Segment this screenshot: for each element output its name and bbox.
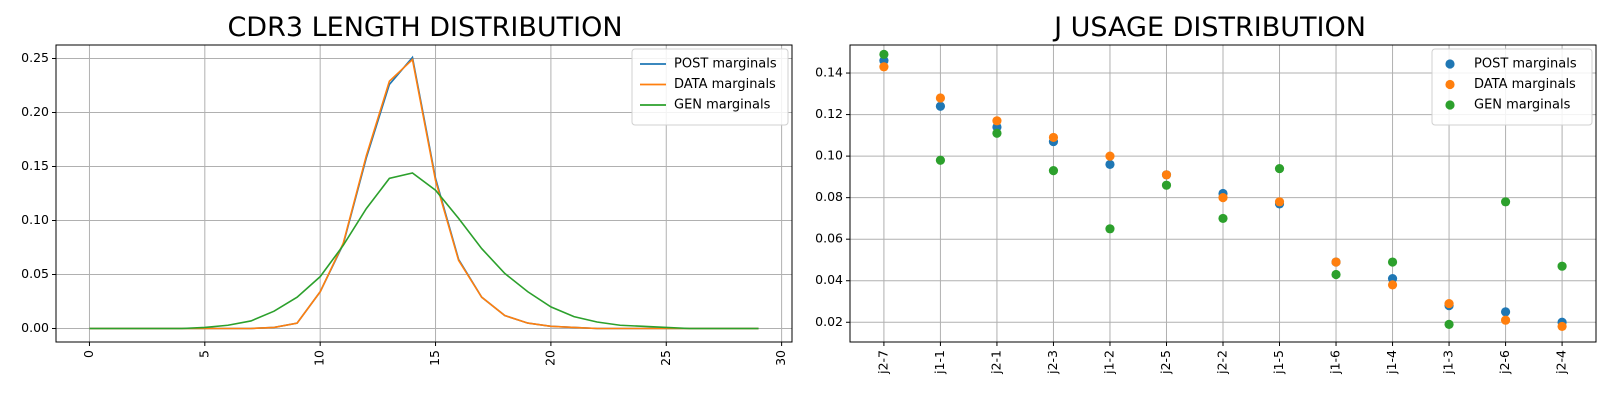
cdr3-x-tick-label: 20 bbox=[542, 350, 557, 366]
cdr3-legend-label: DATA marginals bbox=[674, 77, 776, 92]
j-usage-point-data-marginals bbox=[1105, 151, 1115, 161]
j-usage-point-post-marginals bbox=[1500, 307, 1511, 317]
cdr3-axes-frame bbox=[55, 44, 793, 343]
j-usage-y-tick-label: 0.08 bbox=[815, 189, 843, 204]
j-usage-x-tick-label: j2-3 bbox=[1045, 350, 1060, 375]
j-usage-point-data-marginals bbox=[1218, 193, 1228, 203]
j-usage-chart: J USAGE DISTRIBUTION j2-7 j1-1 j2-1 j2-3 j1-… bbox=[815, 12, 1597, 375]
cdr3-y-tick-label: 0.15 bbox=[21, 158, 49, 173]
j-usage-point-data-marginals bbox=[879, 62, 889, 72]
j-usage-x-tick-label: j1-2 bbox=[1101, 350, 1116, 375]
j-usage-point-data-marginals bbox=[1048, 132, 1059, 143]
j-usage-point-gen-marginals bbox=[1444, 319, 1454, 329]
j-usage-x-tick-label: j1-1 bbox=[932, 350, 947, 375]
cdr3-x-tick-label: 15 bbox=[427, 350, 442, 366]
cdr3-series-line-gen-marginals bbox=[89, 172, 759, 330]
cdr3-x-tick-label: 0 bbox=[81, 350, 96, 358]
cdr3-y-tick-label: 0.10 bbox=[21, 212, 49, 227]
cdr3-y-tick-label: 0.25 bbox=[21, 50, 49, 65]
j-usage-x-tick-label: j1-6 bbox=[1328, 350, 1343, 375]
j-usage-x-tick-label: j2-5 bbox=[1158, 350, 1173, 375]
j-usage-ticks: j2-7 j1-1 j2-1 j2-3 j1-2 j2-5 j2-2 j1-5 j1-6 j1-4… bbox=[815, 65, 1568, 375]
cdr3-y-tick-label: 0.00 bbox=[21, 320, 49, 335]
cdr3-x-tick-label: 10 bbox=[312, 350, 327, 366]
j-usage-point-gen-marginals bbox=[1387, 257, 1398, 267]
j-usage-point-data-marginals bbox=[992, 116, 1002, 126]
j-usage-y-tick-label: 0.04 bbox=[815, 272, 843, 287]
j-usage-grid bbox=[850, 45, 1596, 342]
j-usage-x-tick-label: j1-3 bbox=[1441, 350, 1456, 375]
cdr3-legend-label: POST marginals bbox=[674, 57, 777, 72]
cdr3-x-tick-label: 30 bbox=[773, 350, 788, 366]
j-usage-point-gen-marginals bbox=[935, 155, 946, 165]
cdr3-y-tick-label: 0.05 bbox=[21, 266, 49, 281]
j-usage-point-gen-marginals bbox=[1274, 163, 1285, 174]
j-usage-point-data-marginals bbox=[1557, 321, 1567, 332]
cdr3-x-tick-label: 5 bbox=[196, 350, 211, 358]
j-usage-point-data-marginals bbox=[935, 93, 946, 103]
j-usage-legend-label: DATA marginals bbox=[1474, 77, 1576, 92]
j-usage-y-tick-label: 0.02 bbox=[815, 314, 843, 329]
j-usage-point-gen-marginals bbox=[1331, 269, 1341, 280]
cdr3-chart-title: CDR3 LENGTH DISTRIBUTION bbox=[227, 12, 622, 43]
cdr3-x-tick-label: 25 bbox=[658, 350, 673, 366]
j-usage-legend-box bbox=[1431, 48, 1593, 126]
j-usage-point-data-marginals bbox=[1274, 197, 1285, 207]
j-usage-x-tick-label: j2-6 bbox=[1497, 350, 1512, 375]
cdr3-series bbox=[89, 55, 759, 330]
j-usage-x-tick-label: j2-1 bbox=[988, 350, 1003, 375]
j-usage-point-gen-marginals bbox=[1105, 224, 1115, 234]
j-usage-point-gen-marginals bbox=[992, 128, 1002, 138]
j-usage-x-tick-label: j2-4 bbox=[1554, 350, 1569, 375]
cdr3-legend-box bbox=[631, 48, 789, 126]
j-usage-point-data-marginals bbox=[1444, 298, 1454, 309]
j-usage-point-data-marginals bbox=[1161, 170, 1172, 180]
j-usage-legend-label: GEN marginals bbox=[1474, 98, 1571, 113]
j-usage-point-data-marginals bbox=[1331, 257, 1341, 267]
j-usage-point-post-marginals bbox=[1105, 159, 1115, 170]
j-usage-x-tick-label: j2-7 bbox=[875, 350, 890, 375]
j-usage-y-tick-label: 0.10 bbox=[815, 148, 843, 163]
j-usage-y-tick-label: 0.12 bbox=[815, 106, 843, 121]
j-usage-legend-swatch-gen-marginals bbox=[1445, 100, 1455, 110]
j-usage-point-post-marginals bbox=[935, 101, 946, 111]
j-usage-point-gen-marginals bbox=[1557, 261, 1567, 271]
j-usage-legend: POST marginals DATA marginals GEN marginal… bbox=[1431, 48, 1593, 126]
j-usage-legend-label: POST marginals bbox=[1474, 57, 1577, 72]
j-usage-x-tick-label: j1-5 bbox=[1271, 350, 1286, 375]
j-usage-point-gen-marginals bbox=[1161, 180, 1172, 190]
cdr3-y-tick-label: 0.20 bbox=[21, 104, 49, 119]
j-usage-legend-swatch-post-marginals bbox=[1445, 59, 1455, 69]
j-usage-point-gen-marginals bbox=[1500, 197, 1511, 207]
j-usage-point-gen-marginals bbox=[1048, 166, 1059, 176]
j-usage-y-tick-label: 0.14 bbox=[815, 65, 843, 80]
j-usage-point-data-marginals bbox=[1387, 280, 1398, 290]
j-usage-series bbox=[879, 49, 1567, 332]
cdr3-series-line-data-marginals bbox=[89, 58, 759, 330]
j-usage-point-gen-marginals bbox=[879, 49, 889, 59]
j-usage-chart-title: J USAGE DISTRIBUTION bbox=[1052, 12, 1366, 43]
j-usage-point-gen-marginals bbox=[1218, 213, 1228, 224]
j-usage-x-tick-label: j2-2 bbox=[1215, 350, 1230, 375]
j-usage-legend-swatch-data-marginals bbox=[1445, 79, 1455, 90]
j-usage-y-tick-label: 0.06 bbox=[815, 231, 843, 246]
j-usage-point-data-marginals bbox=[1500, 315, 1511, 325]
cdr3-ticks: 0 5 10 15 20 25 30 0.00 0.05 0.10 0.15 0.20 0.25 bbox=[21, 50, 788, 366]
cdr3-legend-label: GEN marginals bbox=[674, 98, 771, 113]
cdr3-legend: POST marginals DATA marginals GEN marginal… bbox=[631, 48, 789, 126]
cdr3-length-chart: CDR3 LENGTH DISTRIBUTION 0 5 10 15 20 25 30 0.0… bbox=[21, 12, 793, 366]
j-usage-x-tick-label: j1-4 bbox=[1384, 350, 1399, 375]
